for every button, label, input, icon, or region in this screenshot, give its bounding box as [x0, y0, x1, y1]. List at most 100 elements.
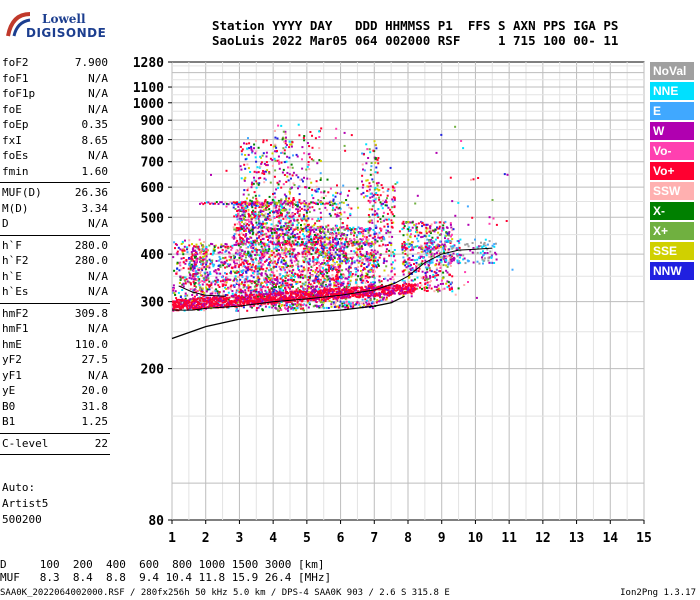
- echo-pixel: [347, 286, 349, 289]
- echo-pixel: [367, 185, 370, 188]
- echo-pixel: [273, 247, 276, 250]
- echo-pixel: [491, 244, 494, 247]
- echo-pixel: [269, 234, 271, 237]
- echo-pixel: [194, 278, 197, 281]
- echo-pixel: [214, 290, 217, 293]
- echo-pixel: [332, 255, 335, 258]
- echo-pixel: [270, 254, 273, 256]
- echo-pixel: [239, 201, 242, 204]
- echo-pixel: [456, 259, 459, 262]
- echo-pixel: [183, 245, 186, 248]
- echo-pixel: [257, 211, 260, 214]
- echo-pixel: [287, 216, 289, 219]
- echo-pixel: [479, 245, 482, 248]
- echo-pixel: [380, 228, 383, 231]
- echo-pixel: [263, 250, 266, 253]
- echo-pixel: [288, 238, 291, 241]
- echo-pixel: [320, 263, 322, 266]
- x-tick-label: 14: [602, 531, 618, 546]
- echo-pixel: [460, 140, 463, 142]
- echo-pixel: [283, 225, 285, 228]
- echo-pixel: [315, 249, 318, 252]
- echo-pixel: [281, 171, 284, 174]
- echo-pixel: [224, 250, 227, 253]
- echo-pixel: [258, 268, 261, 271]
- echo-pixel: [251, 206, 254, 209]
- echo-pixel: [292, 182, 295, 185]
- echo-pixel: [411, 254, 414, 257]
- echo-pixel: [355, 247, 358, 250]
- echo-pixel: [432, 275, 435, 278]
- echo-streak: [232, 226, 235, 229]
- echo-pixel: [327, 231, 330, 233]
- echo-pixel: [287, 235, 290, 238]
- echo-pixel: [387, 225, 390, 228]
- echo-pixel: [219, 280, 222, 283]
- echo-pixel: [287, 231, 290, 234]
- echo-pixel: [184, 262, 187, 265]
- echo-pixel: [297, 274, 299, 277]
- echo-pixel: [447, 263, 450, 266]
- echo-pixel: [302, 241, 304, 244]
- echo-pixel: [451, 259, 454, 261]
- echo-pixel: [348, 284, 350, 286]
- echo-pixel: [365, 259, 368, 262]
- echo-streak: [264, 226, 267, 229]
- echo-pixel: [368, 216, 371, 218]
- echo-pixel: [248, 147, 250, 150]
- echo-pixel: [344, 252, 347, 255]
- echo-pixel: [330, 300, 333, 303]
- echo-pixel: [319, 272, 322, 275]
- echo-pixel: [288, 229, 291, 231]
- echo-pixel: [407, 265, 410, 268]
- echo-pixel: [267, 281, 270, 283]
- echo-pixel: [287, 274, 290, 277]
- echo-pixel: [246, 294, 249, 297]
- echo-pixel: [319, 232, 322, 234]
- echo-pixel: [505, 220, 508, 222]
- echo-pixel: [275, 263, 278, 266]
- echo-pixel: [374, 259, 377, 262]
- echo-pixel: [306, 271, 309, 274]
- echo-streak: [349, 227, 351, 229]
- echo-pixel: [369, 270, 372, 273]
- echo-pixel: [278, 236, 281, 239]
- echo-pixel: [206, 283, 209, 286]
- echo-pixel: [242, 269, 245, 272]
- echo-streak: [281, 228, 284, 231]
- echo-pixel: [176, 271, 178, 274]
- echo-streak: [333, 242, 336, 245]
- echo-pixel: [242, 286, 245, 289]
- echo-pixel: [323, 262, 326, 265]
- echo-pixel: [314, 291, 316, 294]
- echo-pixel: [404, 252, 407, 255]
- echo-pixel: [235, 229, 238, 232]
- echo-pixel: [433, 221, 436, 224]
- echo-pixel: [295, 153, 298, 156]
- echo-pixel: [247, 266, 250, 269]
- echo-pixel: [303, 223, 306, 226]
- echo-pixel: [186, 251, 189, 254]
- echo-pixel: [445, 255, 448, 258]
- echo-pixel: [420, 284, 423, 287]
- echo-pixel: [263, 173, 266, 175]
- echo-pixel: [191, 294, 194, 296]
- echo-pixel: [247, 246, 250, 248]
- echo-pixel: [250, 218, 253, 221]
- echo-pixel: [303, 176, 305, 179]
- echo-pixel: [452, 259, 455, 262]
- echo-pixel: [325, 209, 328, 212]
- echo-pixel: [380, 245, 383, 248]
- echo-pixel: [375, 265, 378, 268]
- echo-pixel: [356, 284, 359, 287]
- echo-pixel: [261, 282, 264, 284]
- echo-pixel: [361, 271, 363, 274]
- echo-pixel: [470, 178, 472, 181]
- echo-pixel: [346, 217, 349, 220]
- echo-pixel: [335, 281, 338, 283]
- echo-pixel: [265, 278, 268, 281]
- echo-pixel: [374, 213, 376, 216]
- echo-streak: [200, 201, 203, 204]
- echo-streak: [227, 203, 230, 206]
- echo-pixel: [365, 179, 368, 182]
